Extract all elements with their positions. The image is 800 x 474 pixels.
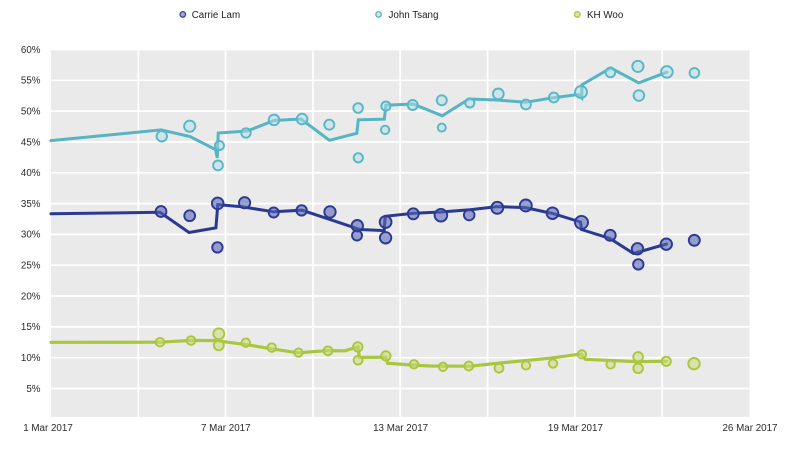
svg-text:7 Mar 2017: 7 Mar 2017 <box>201 423 251 434</box>
svg-text:1 Mar 2017: 1 Mar 2017 <box>23 423 73 434</box>
svg-text:20%: 20% <box>21 291 41 302</box>
svg-text:KH Woo: KH Woo <box>587 10 624 21</box>
svg-text:25%: 25% <box>21 261 41 272</box>
svg-text:John Tsang: John Tsang <box>389 10 439 21</box>
svg-text:55%: 55% <box>21 76 41 87</box>
svg-text:5%: 5% <box>26 384 40 395</box>
svg-text:26 Mar 2017: 26 Mar 2017 <box>722 423 777 434</box>
svg-text:19 Mar 2017: 19 Mar 2017 <box>548 423 603 434</box>
svg-text:15%: 15% <box>21 322 41 333</box>
svg-text:60%: 60% <box>21 45 41 56</box>
svg-text:13 Mar 2017: 13 Mar 2017 <box>373 423 428 434</box>
svg-text:Carrie Lam: Carrie Lam <box>192 10 240 21</box>
svg-text:45%: 45% <box>21 137 41 148</box>
svg-text:30%: 30% <box>21 230 41 241</box>
svg-text:35%: 35% <box>21 199 41 210</box>
svg-text:50%: 50% <box>21 106 41 117</box>
svg-text:10%: 10% <box>21 353 41 364</box>
svg-text:40%: 40% <box>21 168 41 179</box>
